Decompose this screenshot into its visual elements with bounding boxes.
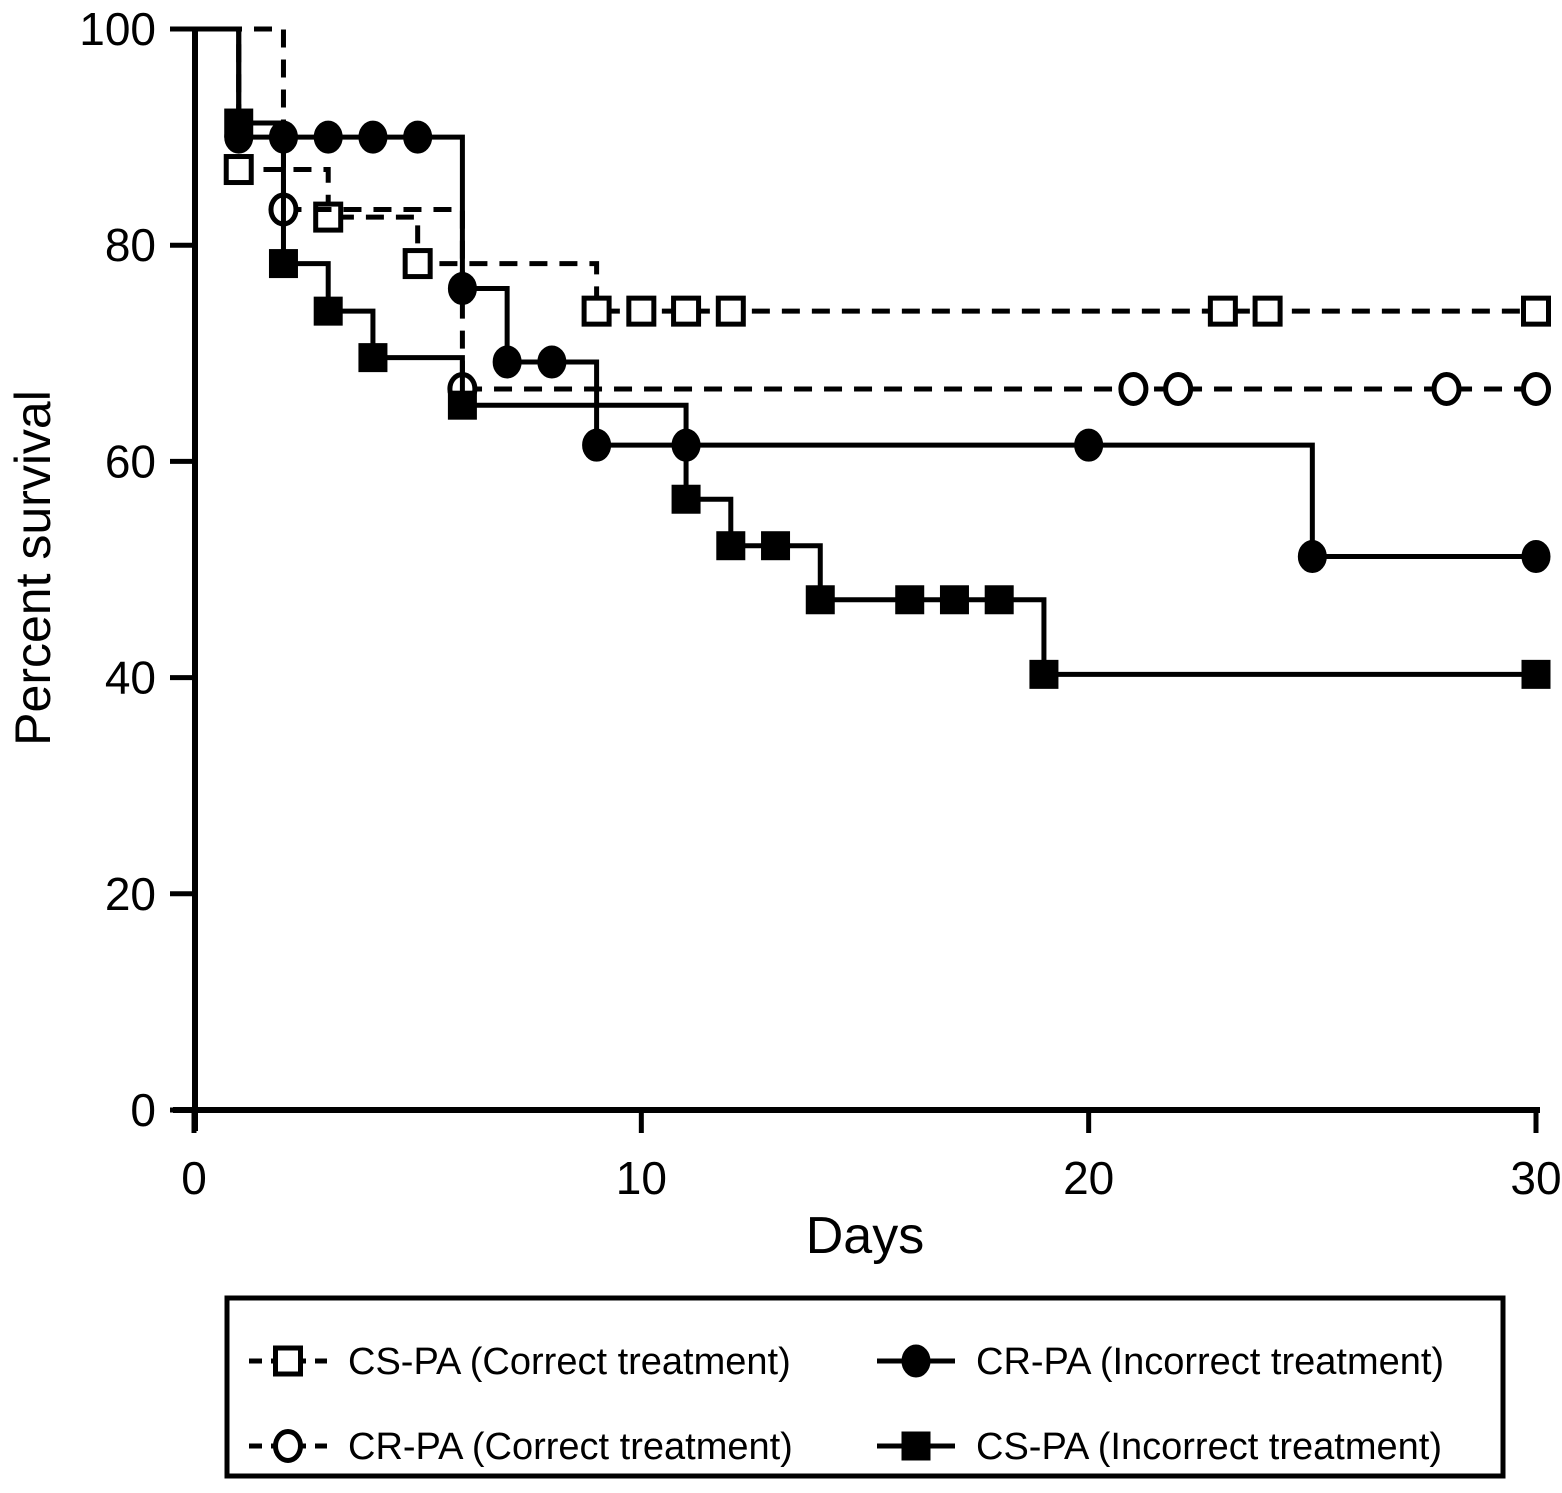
x-tick-label: 0 [181,1152,207,1204]
axis-ticks: 0 20 40 60 80 100 0 10 20 30 [79,3,1561,1204]
marker-open-square [581,295,612,327]
marker-filled-square [805,585,835,615]
marker-filled-square [761,531,791,561]
marker-filled-circle [403,120,433,154]
marker-filled-square [1029,659,1059,689]
marker-filled-circle [1297,540,1327,574]
marker-open-square [1207,295,1238,327]
marker-filled-square [984,585,1014,615]
y-tick-label: 0 [130,1084,156,1136]
marker-open-circle [1163,371,1194,406]
marker-filled-square [358,343,388,373]
marker-filled-square [268,249,298,279]
y-tick-label: 40 [105,652,156,704]
marker-filled-square [716,531,746,561]
marker-filled-circle [447,271,477,305]
legend-items: CS-PA (Correct treatment) CR-PA (Incorrec… [249,1341,1444,1468]
legend-label: CS-PA (Incorrect treatment) [976,1426,1442,1468]
y-tick-label: 20 [105,868,156,920]
marker-filled-circle [1521,540,1551,574]
marker-filled-square [313,296,343,326]
marker-open-square [402,248,433,280]
marker-open-square [1521,295,1551,327]
y-tick-label: 100 [79,3,156,55]
marker-filled-circle [358,120,388,154]
marker-filled-square [895,585,925,615]
marker-filled-square [671,484,701,514]
marker-filled-circle [901,1344,931,1378]
marker-filled-circle [492,345,522,379]
x-axis-title: Days [806,1207,924,1265]
legend-label: CS-PA (Correct treatment) [348,1341,791,1383]
marker-open-square [1252,295,1283,327]
marker-filled-square [939,585,969,615]
marker-filled-square [901,1431,931,1461]
x-tick-label: 10 [616,1152,667,1204]
marker-filled-circle [1074,428,1104,462]
marker-open-circle [1521,371,1551,406]
marker-open-circle [1431,371,1462,406]
marker-filled-square [224,108,254,138]
marker-filled-circle [313,120,343,154]
marker-open-circle [273,1429,303,1463]
legend-label: CR-PA (Correct treatment) [348,1426,793,1468]
marker-open-square [273,1345,303,1377]
legend-label: CR-PA (Incorrect treatment) [976,1341,1444,1383]
y-tick-label: 60 [105,435,156,487]
series-layer [194,26,1551,689]
y-tick-label: 80 [105,219,156,271]
series-line [194,26,1536,314]
series-line [194,26,1536,392]
legend-box [224,1295,1506,1479]
marker-filled-square [447,390,477,420]
marker-open-square [626,295,657,327]
marker-filled-circle [537,345,567,379]
marker-filled-square [1521,659,1551,689]
marker-open-square [715,295,746,327]
marker-open-square [223,154,254,186]
marker-open-circle [1118,371,1149,406]
x-tick-label: 20 [1063,1152,1114,1204]
y-axis-title: Percent survival [5,390,61,746]
marker-filled-circle [582,428,612,462]
marker-open-square [671,295,702,327]
x-tick-label: 30 [1510,1152,1561,1204]
